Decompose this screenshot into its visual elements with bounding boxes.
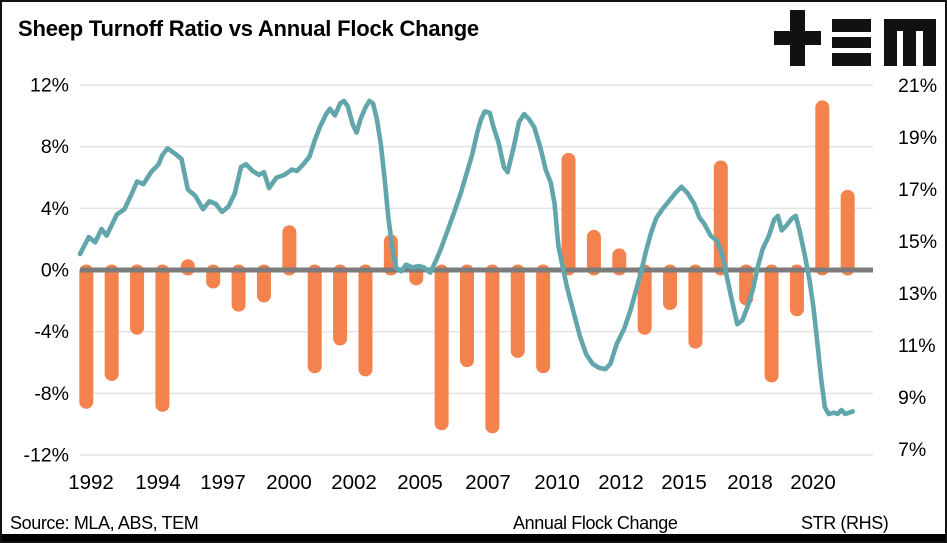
bar-2022 <box>840 189 855 276</box>
bar-2007 <box>460 264 474 368</box>
left-axis-tick: 12% <box>30 74 69 96</box>
bar-2003 <box>358 264 373 377</box>
x-axis-tick: 1992 <box>68 471 114 494</box>
x-axis-tick: 1994 <box>135 471 181 494</box>
bottom-black-bar <box>2 534 945 541</box>
bar-2021 <box>815 100 830 276</box>
right-axis-tick: 9% <box>898 387 926 409</box>
right-axis-tick: 15% <box>898 231 937 253</box>
bar-2001 <box>307 264 322 374</box>
right-axis-tick: 13% <box>898 283 937 305</box>
logo-e-icon <box>832 19 871 66</box>
x-axis-tick: 2010 <box>534 471 580 494</box>
bar-2008 <box>485 264 500 434</box>
bar-2019 <box>764 264 779 383</box>
page-title: Sheep Turnoff Ratio vs Annual Flock Chan… <box>18 16 479 41</box>
bar-2002 <box>333 264 348 346</box>
bar-2000 <box>282 225 297 276</box>
tem-logo <box>774 10 936 66</box>
x-axis-tick: 1997 <box>200 471 246 494</box>
left-axis-tick: -12% <box>23 445 69 467</box>
left-axis-tick: -4% <box>34 321 69 343</box>
str-line <box>77 98 856 417</box>
right-axis-tick: 17% <box>898 179 937 201</box>
legend-bar-swatch <box>460 517 509 534</box>
left-axis-tick: 8% <box>41 136 69 158</box>
x-axis-tick: 2007 <box>465 471 511 494</box>
logo-plus-icon <box>774 10 821 66</box>
x-axis-tick: 2000 <box>266 471 312 494</box>
bar-2016 <box>688 264 703 349</box>
x-axis-tick: 2005 <box>397 471 443 494</box>
legend-line-label: STR (RHS) <box>801 513 889 533</box>
bar-1993 <box>104 264 119 382</box>
x-axis-tick: 2015 <box>661 471 707 494</box>
bar-1999 <box>256 264 271 303</box>
bar-2015 <box>663 264 678 311</box>
legend-bar-label: Annual Flock Change <box>513 513 678 533</box>
bar-1992 <box>79 264 94 409</box>
bar-2009 <box>510 264 525 358</box>
chart-canvas: 12% 8% 4% 0% -4% -8% -12% 21% 19% 17% 15% 13% 11% 9% 7… <box>23 74 937 494</box>
bar-2010 <box>536 264 551 374</box>
bar-2014 <box>637 264 652 335</box>
bar-2011 <box>561 152 576 276</box>
x-axis-tick: 2002 <box>331 471 377 494</box>
right-axis-tick: 7% <box>898 439 926 461</box>
bar-2020 <box>789 264 804 317</box>
source-note: Source: MLA, ABS, TEM <box>10 513 199 533</box>
bar-1994 <box>130 264 145 335</box>
bar-2006 <box>434 264 449 431</box>
x-axis-tick: 2012 <box>598 471 644 494</box>
x-axis-tick: 2020 <box>790 471 836 494</box>
legend-line-swatch <box>752 524 798 530</box>
left-axis-tick: 4% <box>41 198 69 220</box>
bar-1998 <box>231 264 246 312</box>
bar-1995 <box>155 264 170 412</box>
right-axis-tick: 11% <box>898 335 936 357</box>
bar-1996 <box>180 259 195 276</box>
logo-m-icon <box>884 19 936 66</box>
right-axis-tick: 19% <box>898 127 937 149</box>
right-axis-tick: 21% <box>898 75 937 97</box>
left-axis-tick: -8% <box>34 383 69 405</box>
bar-2012 <box>586 229 601 276</box>
x-axis-tick: 2018 <box>727 471 773 494</box>
left-axis-tick: 0% <box>41 260 69 282</box>
